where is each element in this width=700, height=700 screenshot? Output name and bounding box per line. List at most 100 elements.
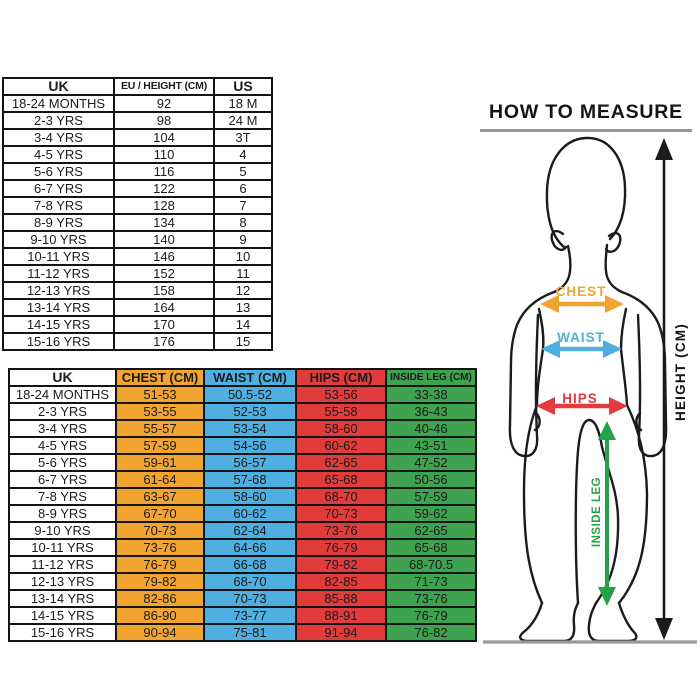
table-cell: 62-65 xyxy=(385,521,477,540)
table-cell: 55-57 xyxy=(115,419,205,438)
table-cell: 50.5-52 xyxy=(203,385,297,404)
table-cell: 146 xyxy=(113,247,215,266)
table-cell: 7-8 YRS xyxy=(8,487,117,506)
table-row: 6-7 YRS 122 6 xyxy=(2,179,273,198)
table-cell: 11-12 YRS xyxy=(2,264,115,283)
table-header-row: UK EU / HEIGHT (CM) US xyxy=(2,77,273,96)
table-row: 4-5 YRS 110 4 xyxy=(2,145,273,164)
hips-label: HIPS xyxy=(562,391,598,406)
table-cell: 9-10 YRS xyxy=(2,230,115,249)
table-row: 15-16 YRS 90-94 75-81 91-94 76-82 xyxy=(8,623,477,642)
right-arm xyxy=(620,290,668,458)
table-row: 12-13 YRS 158 12 xyxy=(2,281,273,300)
table-cell: 176 xyxy=(113,332,215,351)
table-cell: 164 xyxy=(113,298,215,317)
table-row: 14-15 YRS 170 14 xyxy=(2,315,273,334)
table-cell: 53-54 xyxy=(203,419,297,438)
table-cell: 65-68 xyxy=(295,470,387,489)
table-cell: 79-82 xyxy=(295,555,387,574)
table-cell: 8 xyxy=(213,213,273,232)
table-cell: 3-4 YRS xyxy=(2,128,115,147)
neck-right xyxy=(604,243,624,294)
table-cell: 14-15 YRS xyxy=(2,315,115,334)
inner-legs xyxy=(574,418,620,605)
left-thumb xyxy=(533,411,541,432)
table-row: 8-9 YRS 67-70 60-62 70-73 59-62 xyxy=(8,504,477,523)
table-cell: 4-5 YRS xyxy=(2,145,115,164)
table-cell: 70-73 xyxy=(295,504,387,523)
table-cell: 73-76 xyxy=(295,521,387,540)
table-row: 2-3 YRS 98 24 M xyxy=(2,111,273,130)
chest-arrow xyxy=(540,295,624,313)
height-arrow xyxy=(655,138,673,640)
table-cell: 6-7 YRS xyxy=(8,470,117,489)
table-cell: 76-79 xyxy=(115,555,205,574)
table-cell: 75-81 xyxy=(203,623,297,642)
column-header: UK xyxy=(2,77,115,96)
height-label: HEIGHT (CM) xyxy=(673,323,688,421)
table-row: 12-13 YRS 79-82 68-70 82-85 71-73 xyxy=(8,572,477,591)
table-row: 8-9 YRS 134 8 xyxy=(2,213,273,232)
table-row: 3-4 YRS 104 3T xyxy=(2,128,273,147)
waist-arrow xyxy=(541,340,622,358)
table-cell: 73-77 xyxy=(203,606,297,625)
table-cell: 36-43 xyxy=(385,402,477,421)
table-cell: 53-55 xyxy=(115,402,205,421)
table-cell: 104 xyxy=(113,128,215,147)
table-cell: 88-91 xyxy=(295,606,387,625)
table-cell: 15-16 YRS xyxy=(8,623,117,642)
table-cell: 98 xyxy=(113,111,215,130)
table-cell: 10-11 YRS xyxy=(2,247,115,266)
neck-left xyxy=(552,244,572,294)
table-cell: 43-51 xyxy=(385,436,477,455)
table-cell: 15-16 YRS xyxy=(2,332,115,351)
table-cell: 5-6 YRS xyxy=(2,162,115,181)
table-cell: 2-3 YRS xyxy=(8,402,117,421)
table-cell: 60-62 xyxy=(203,504,297,523)
table-cell: 61-64 xyxy=(115,470,205,489)
table-row: 3-4 YRS 55-57 53-54 58-60 40-46 xyxy=(8,419,477,438)
table-cell: 65-68 xyxy=(385,538,477,557)
chest-label: CHEST xyxy=(555,284,607,299)
left-ear xyxy=(550,229,568,251)
table-cell: 158 xyxy=(113,281,215,300)
table-cell: 70-73 xyxy=(115,521,205,540)
table-cell: 14 xyxy=(213,315,273,334)
table-cell: 59-62 xyxy=(385,504,477,523)
table-cell: 92 xyxy=(113,94,215,113)
table-cell: 90-94 xyxy=(115,623,205,642)
waist-label: WAIST xyxy=(557,330,605,345)
column-header: INSIDE LEG (CM) xyxy=(385,368,477,387)
table-cell: 13 xyxy=(213,298,273,317)
table-row: 4-5 YRS 57-59 54-56 60-62 43-51 xyxy=(8,436,477,455)
table-cell: 9-10 YRS xyxy=(8,521,117,540)
table-row: 15-16 YRS 176 15 xyxy=(2,332,273,351)
table-cell: 24 M xyxy=(213,111,273,130)
inside-leg-arrow xyxy=(598,421,616,606)
inside-leg-label: INSIDE LEG xyxy=(591,476,603,548)
table-cell: 73-76 xyxy=(385,589,477,608)
child-figure-diagram xyxy=(483,136,697,644)
table-cell: 110 xyxy=(113,145,215,164)
torso-right-leg-outer xyxy=(617,307,649,605)
table-cell: 8-9 YRS xyxy=(8,504,117,523)
table-cell: 50-56 xyxy=(385,470,477,489)
table-cell: 59-61 xyxy=(115,453,205,472)
table-cell: 58-60 xyxy=(203,487,297,506)
left-arm xyxy=(508,290,556,458)
table-cell: 11-12 YRS xyxy=(8,555,117,574)
table-cell: 82-85 xyxy=(295,572,387,591)
table-cell: 3-4 YRS xyxy=(8,419,117,438)
table-cell: 122 xyxy=(113,179,215,198)
table-row: 5-6 YRS 116 5 xyxy=(2,162,273,181)
table-row: 11-12 YRS 76-79 66-68 79-82 68-70.5 xyxy=(8,555,477,574)
table-cell: 40-46 xyxy=(385,419,477,438)
table-cell: 60-62 xyxy=(295,436,387,455)
table-cell: 67-70 xyxy=(115,504,205,523)
table-row: 6-7 YRS 61-64 57-68 65-68 50-56 xyxy=(8,470,477,489)
table-row: 7-8 YRS 63-67 58-60 68-70 57-59 xyxy=(8,487,477,506)
table-cell: 10-11 YRS xyxy=(8,538,117,557)
table-row: 2-3 YRS 53-55 52-53 55-58 36-43 xyxy=(8,402,477,421)
column-header: HIPS (CM) xyxy=(295,368,387,387)
